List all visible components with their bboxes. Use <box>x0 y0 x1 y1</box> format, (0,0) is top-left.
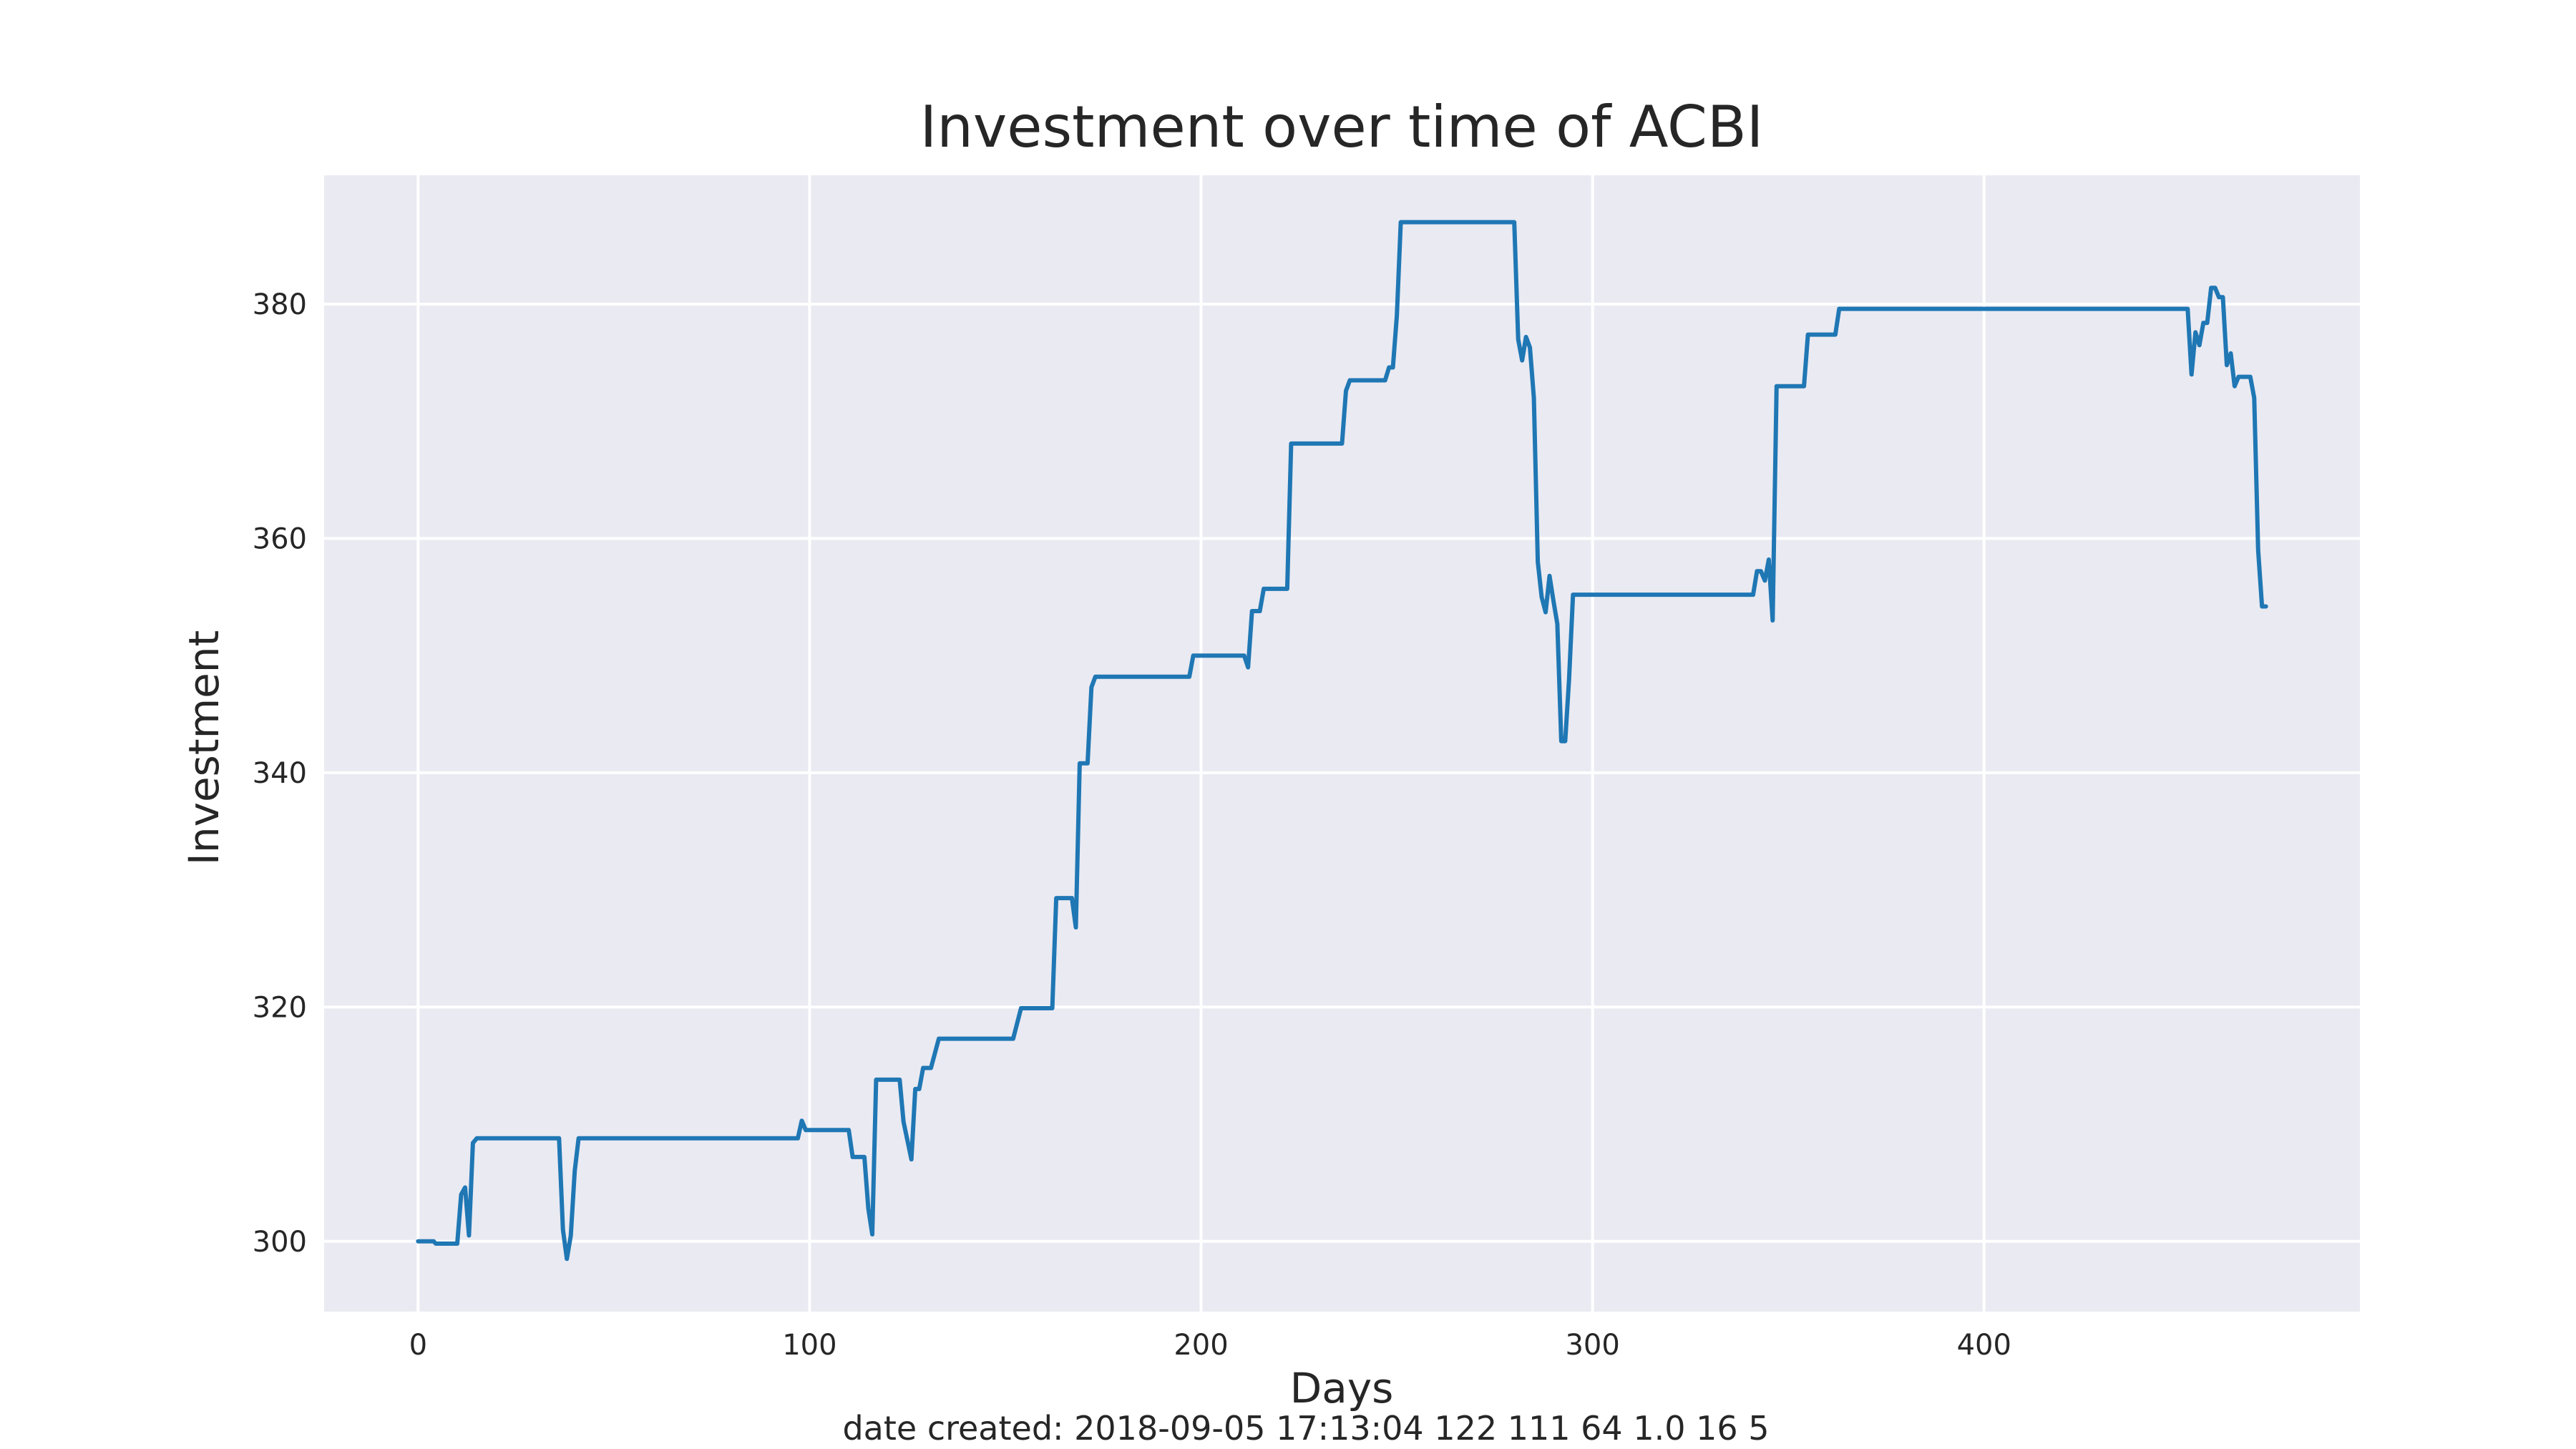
y-tick-label: 360 <box>253 523 307 556</box>
grid-lines <box>324 175 2360 1312</box>
x-tick-label: 300 <box>1565 1329 1619 1362</box>
y-tick-label: 340 <box>253 757 307 790</box>
x-tick-label: 200 <box>1174 1329 1228 1362</box>
x-tick-label: 400 <box>1957 1329 2011 1362</box>
x-tick-label: 100 <box>782 1329 836 1362</box>
series-line <box>416 220 2268 1262</box>
plot-area <box>324 175 2360 1312</box>
chart-title: Investment over time of ACBI <box>920 94 1764 160</box>
y-tick-label: 300 <box>253 1226 307 1259</box>
x-axis-label: Days <box>1290 1364 1394 1413</box>
y-axis-ticks: 300 320 340 360 380 <box>253 288 307 1259</box>
date-created-note: date created: 2018-09-05 17:13:04 122 11… <box>842 1409 1769 1448</box>
y-tick-label: 320 <box>253 991 307 1024</box>
x-axis-ticks: 0 100 200 300 400 <box>409 1329 2011 1362</box>
x-tick-label: 0 <box>409 1329 427 1362</box>
y-tick-label: 380 <box>253 288 307 321</box>
y-axis-label: Investment <box>180 630 228 866</box>
